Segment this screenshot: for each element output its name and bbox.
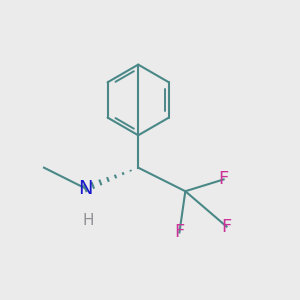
Text: F: F — [218, 170, 229, 188]
Text: H: H — [82, 213, 94, 228]
Text: F: F — [174, 224, 184, 242]
Text: F: F — [221, 218, 232, 236]
Text: N: N — [78, 179, 92, 198]
